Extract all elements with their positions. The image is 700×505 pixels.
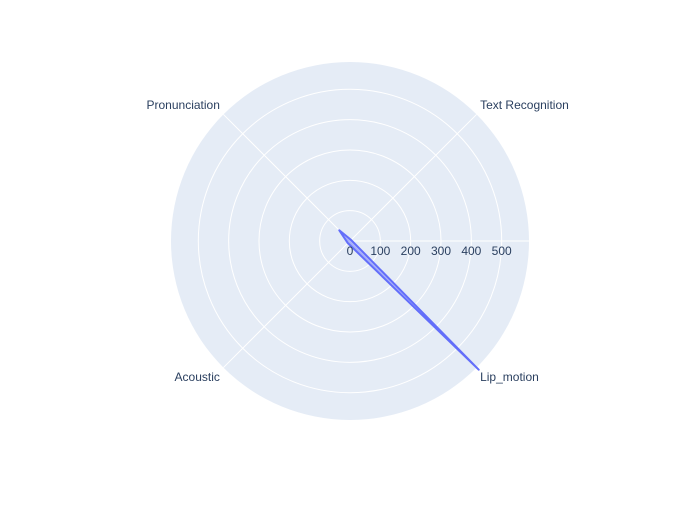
angular-gridline [223, 114, 351, 242]
radial-tick-label: 100 [370, 244, 390, 258]
angular-tick-label: Text Recognition [480, 98, 569, 112]
angular-gridline [223, 240, 351, 368]
radial-tick-label: 300 [431, 244, 451, 258]
radial-tick-label: 200 [401, 244, 421, 258]
angular-tick-label: Lip_motion [480, 370, 539, 384]
data-area [338, 229, 480, 371]
angular-tick-label: Acoustic [175, 370, 220, 384]
angular-tick-label: Pronunciation [147, 98, 220, 112]
radial-tick-label: 400 [461, 244, 481, 258]
angular-gridline [349, 114, 477, 242]
radial-tick-label: 0 [347, 244, 354, 258]
radial-tick-label: 500 [492, 244, 512, 258]
